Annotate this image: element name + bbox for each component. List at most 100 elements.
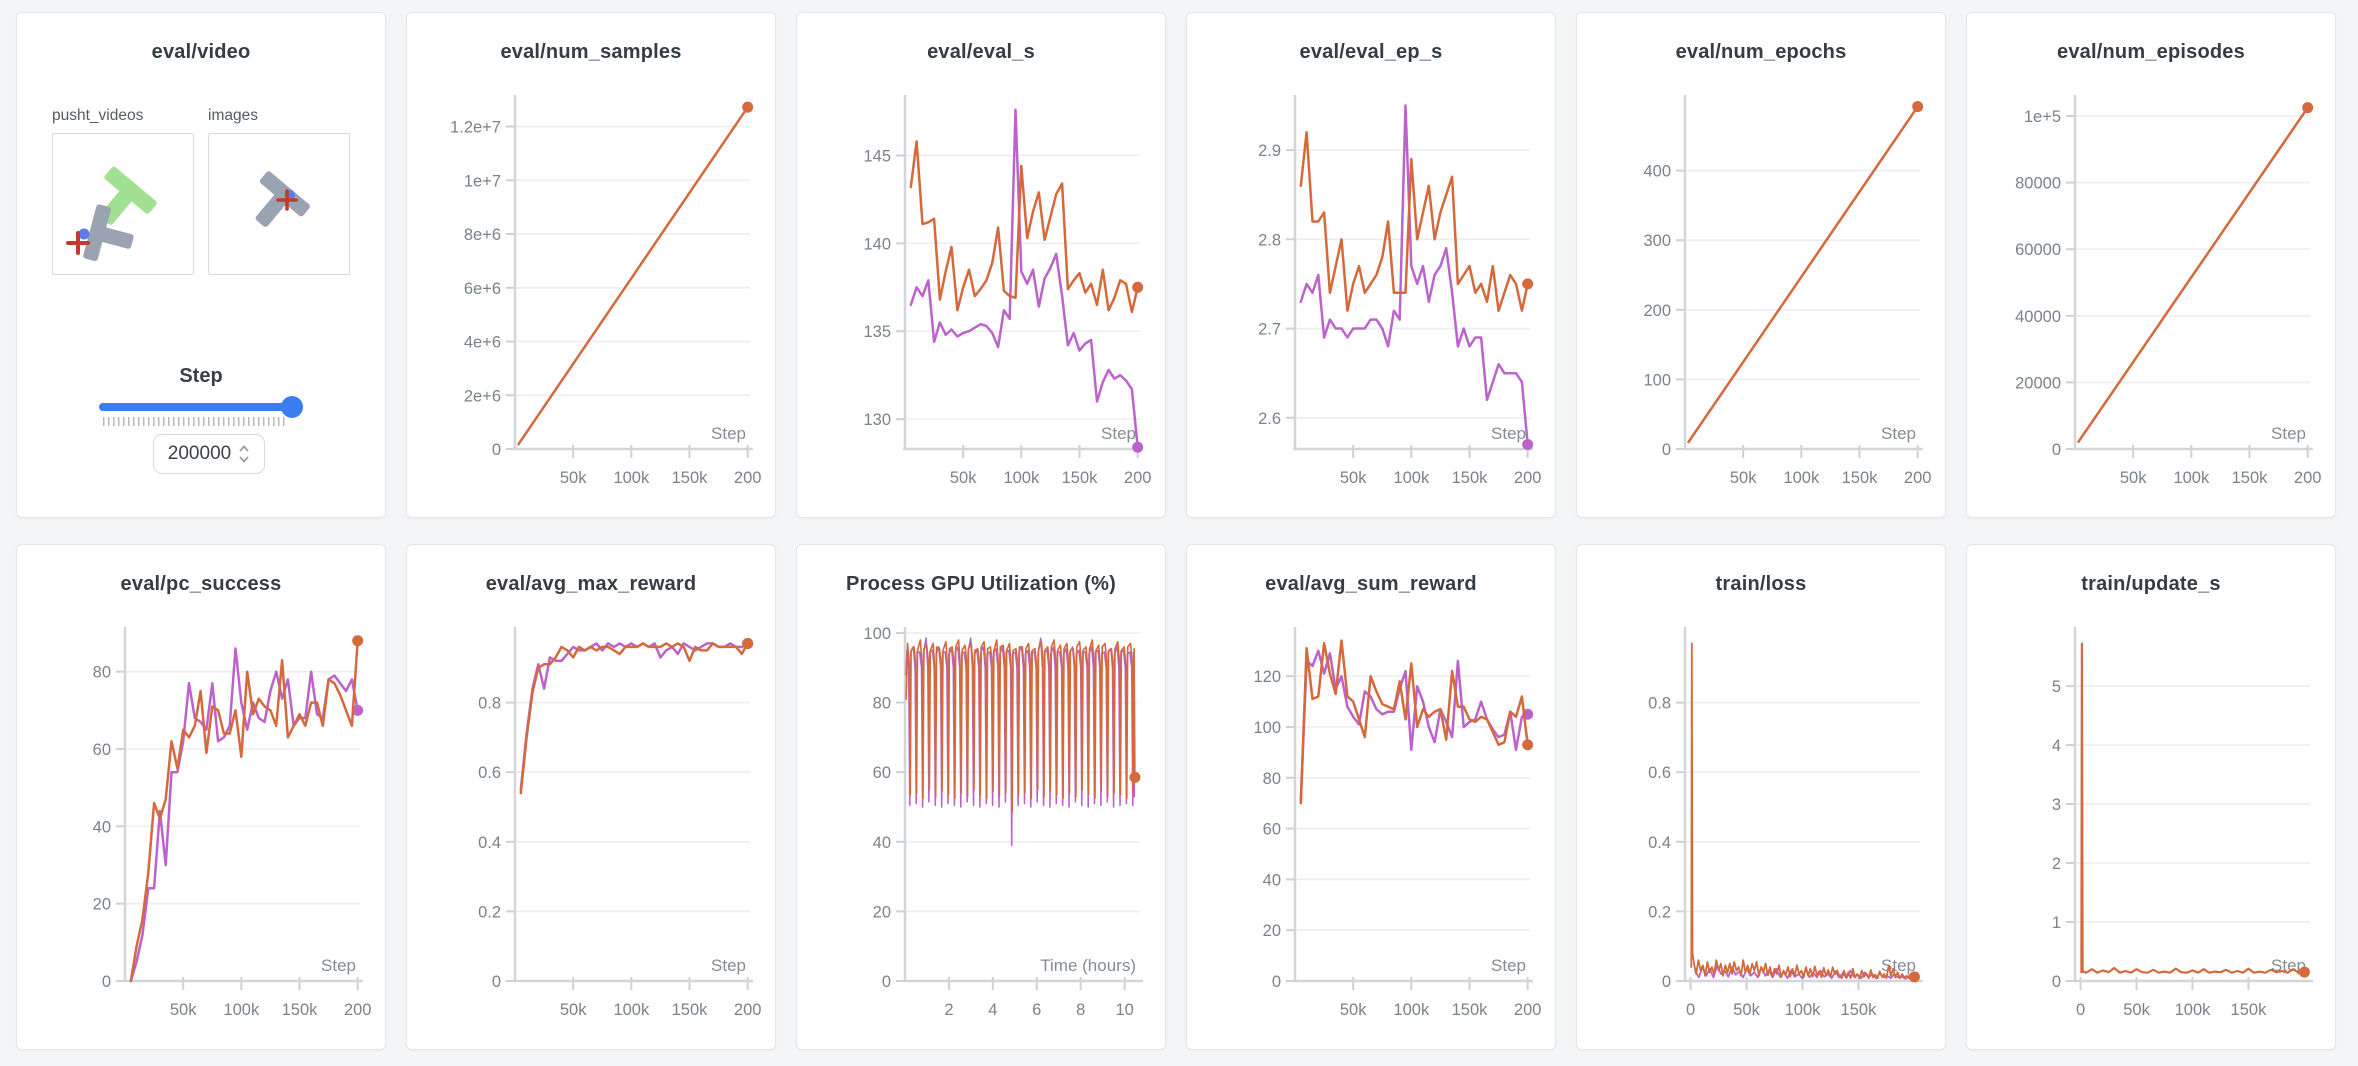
end-dot-orange-run bbox=[1522, 278, 1534, 290]
y-tick-label: 40 bbox=[1263, 871, 1281, 889]
step-input[interactable]: 200000 bbox=[153, 434, 265, 474]
y-tick-label: 1 bbox=[2052, 914, 2061, 932]
x-tick-label: 100k bbox=[2175, 1001, 2212, 1019]
y-tick-label: 60 bbox=[873, 764, 891, 782]
chart-panel[interactable]: eval/num_episodes 0 20000 40000 60000 80000 1… bbox=[1966, 12, 2336, 518]
x-tick-label: 200 bbox=[1904, 469, 1932, 487]
x-tick-label: 10 bbox=[1115, 1001, 1133, 1019]
y-tick-label: 80 bbox=[1263, 770, 1281, 788]
x-tick-label: 50k bbox=[2120, 469, 2147, 487]
media-label-pusht-videos: pusht_videos bbox=[52, 107, 144, 124]
step-slider-label: Step bbox=[179, 365, 223, 387]
x-tick-label: 4 bbox=[988, 1001, 997, 1019]
chart-title: eval/num_epochs bbox=[1675, 41, 1847, 63]
end-dot-orange-run bbox=[1908, 971, 1920, 983]
y-tick-label: 3 bbox=[2052, 796, 2061, 814]
end-dot-orange-run bbox=[1129, 771, 1141, 783]
y-tick-label: 8e+6 bbox=[464, 226, 501, 244]
pusht-scene-video bbox=[66, 166, 157, 262]
x-axis-label: Step bbox=[1101, 424, 1136, 443]
target-cross bbox=[66, 231, 90, 255]
x-tick-label: 150k bbox=[1452, 469, 1489, 487]
series-line-purple-run bbox=[519, 642, 749, 791]
y-tick-label: 20 bbox=[1263, 922, 1281, 940]
slider-ruler bbox=[103, 417, 287, 426]
chart-panel[interactable]: train/update_s 0 1 2 3 4 5 0 50k 100k 150k Step bbox=[1966, 544, 2336, 1050]
series-line-orange-run bbox=[1299, 639, 1529, 805]
chart-panel[interactable]: eval/num_epochs 0 100 200 300 400 50k 100k 150k… bbox=[1576, 12, 1946, 518]
chart-title: Process GPU Utilization (%) bbox=[846, 573, 1116, 595]
chart-title: eval/avg_sum_reward bbox=[1265, 573, 1477, 595]
y-tick-label: 40 bbox=[873, 834, 891, 852]
chart-panel[interactable]: eval/eval_s 130 135 140 145 50k 100k 150k 200 St… bbox=[796, 12, 1166, 518]
y-tick-label: 0 bbox=[492, 973, 501, 991]
x-tick-label: 100k bbox=[1393, 469, 1430, 487]
y-tick-label: 300 bbox=[1643, 232, 1671, 250]
gray-t-block bbox=[255, 171, 310, 227]
y-tick-label: 2.8 bbox=[1258, 231, 1281, 249]
end-dot-purple-run bbox=[1522, 439, 1534, 451]
y-tick-label: 1e+5 bbox=[2024, 108, 2061, 126]
series-line-orange-run bbox=[129, 639, 359, 983]
end-dot-orange-run bbox=[742, 101, 754, 113]
y-tick-label: 2.6 bbox=[1258, 410, 1281, 428]
chart-panel[interactable]: train/loss 0 0.2 0.4 0.6 0.8 0 50k 100k 150k Step bbox=[1576, 544, 1946, 1050]
x-tick-label: 200 bbox=[2294, 469, 2322, 487]
target-cross bbox=[276, 189, 298, 211]
y-tick-label: 0 bbox=[102, 973, 111, 991]
x-tick-label: 50k bbox=[1340, 469, 1367, 487]
series-line-purple-run bbox=[1299, 104, 1529, 446]
x-tick-label: 200 bbox=[344, 1001, 372, 1019]
chart-panel[interactable]: eval/avg_max_reward 0 0.2 0.4 0.6 0.8 50k 100k… bbox=[406, 544, 776, 1050]
series-line-purple-run bbox=[909, 108, 1139, 449]
x-axis-label: Step bbox=[321, 956, 356, 975]
chart-panel[interactable]: eval/eval_ep_s 2.6 2.7 2.8 2.9 50k 100k 150k 20… bbox=[1186, 12, 1556, 518]
step-slider[interactable] bbox=[99, 396, 303, 418]
y-tick-label: 80 bbox=[93, 664, 111, 682]
stepper-arrows[interactable] bbox=[238, 443, 250, 465]
x-tick-label: 100k bbox=[1785, 1001, 1822, 1019]
gray-t-block bbox=[83, 204, 134, 262]
y-tick-label: 0 bbox=[2052, 441, 2061, 459]
x-tick-label: 200 bbox=[734, 469, 762, 487]
end-dot-orange-run bbox=[352, 635, 364, 647]
y-tick-label: 2 bbox=[2052, 855, 2061, 873]
chart-canvas: 0 1 2 3 4 5 0 50k 100k 150k Step bbox=[2052, 627, 2313, 1019]
series-line-orange-run bbox=[517, 105, 749, 446]
y-tick-label: 0.2 bbox=[1648, 903, 1671, 921]
series-line-orange-run bbox=[1690, 642, 1916, 980]
agent-dot bbox=[78, 228, 90, 240]
series-line-orange-run bbox=[909, 140, 1139, 314]
x-tick-label: 200 bbox=[734, 1001, 762, 1019]
chart-canvas: 0 20000 40000 60000 80000 1e+5 50k 100k 150k 200 S… bbox=[2015, 95, 2322, 487]
media-panel[interactable]: eval/video pusht_videos images bbox=[16, 12, 386, 518]
y-tick-label: 0 bbox=[1662, 973, 1671, 991]
y-tick-label: 60000 bbox=[2015, 241, 2061, 259]
chart-panel[interactable]: eval/avg_sum_reward 0 20 40 60 80 100 120 50k 10… bbox=[1186, 544, 1556, 1050]
x-tick-label: 150k bbox=[672, 1001, 709, 1019]
y-tick-label: 2e+6 bbox=[464, 387, 501, 405]
y-tick-label: 0.4 bbox=[1648, 834, 1671, 852]
x-axis-label: Step bbox=[711, 424, 746, 443]
x-axis-label: Step bbox=[1881, 956, 1916, 975]
y-tick-label: 130 bbox=[863, 411, 891, 429]
series-line-orange-run bbox=[2077, 106, 2309, 443]
series-line-orange-run bbox=[2080, 642, 2306, 974]
x-axis-label: Step bbox=[711, 956, 746, 975]
y-tick-label: 60 bbox=[93, 741, 111, 759]
chart-title: eval/eval_ep_s bbox=[1299, 41, 1443, 63]
y-tick-label: 5 bbox=[2052, 678, 2061, 696]
slider-handle[interactable] bbox=[281, 396, 303, 418]
pusht-videos-thumbnail[interactable] bbox=[52, 133, 194, 275]
chart-panel[interactable]: eval/num_samples 0 2e+6 4e+6 6e+6 8e+6 1e+7 1.… bbox=[406, 12, 776, 518]
chart-canvas: 0 100 200 300 400 50k 100k 150k 200 Step bbox=[1643, 95, 1932, 487]
y-tick-label: 20000 bbox=[2015, 374, 2061, 392]
images-thumbnail[interactable] bbox=[208, 133, 350, 275]
chart-canvas: 2.6 2.7 2.8 2.9 50k 100k 150k 200 Step bbox=[1258, 95, 1541, 487]
y-tick-label: 100 bbox=[863, 625, 891, 643]
x-tick-label: 50k bbox=[1730, 469, 1757, 487]
chart-panel[interactable]: Process GPU Utilization (%) 0 20 40 60 80 100… bbox=[796, 544, 1166, 1050]
y-tick-label: 80 bbox=[873, 695, 891, 713]
chart-panel[interactable]: eval/pc_success 0 20 40 60 80 50k 100k 150k 200 S… bbox=[16, 544, 386, 1050]
